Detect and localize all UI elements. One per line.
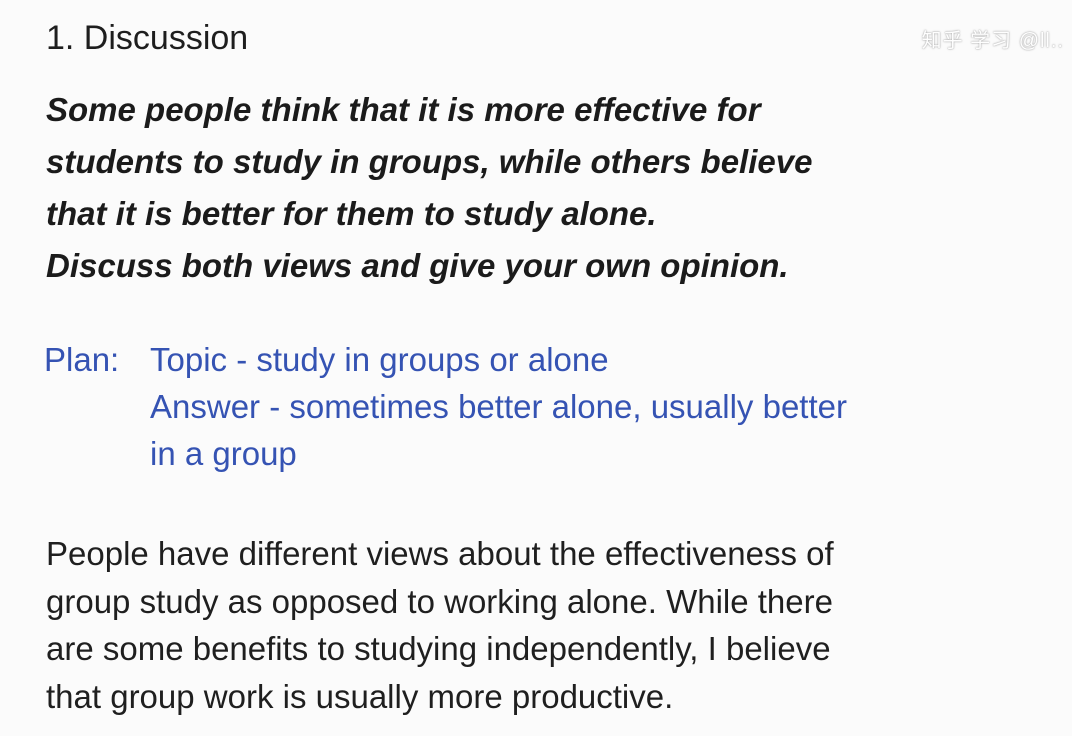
prompt-line: Some people think that it is more effect… bbox=[46, 91, 761, 128]
watermark-logo: 知乎 学习 @ll.. bbox=[921, 30, 1064, 52]
plan-line-topic: Topic - study in groups or alone bbox=[150, 341, 609, 378]
prompt-line: Discuss both views and give your own opi… bbox=[46, 247, 789, 284]
essay-line: group study as opposed to working alone.… bbox=[46, 582, 833, 620]
plan-line-answer: Answer - sometimes better alone, usually… bbox=[150, 388, 847, 425]
essay-prompt: Some people think that it is more effect… bbox=[46, 84, 1036, 292]
essay-line: that group work is usually more producti… bbox=[46, 677, 674, 715]
prompt-line: that it is better for them to study alon… bbox=[46, 195, 657, 232]
plan-line-answer-cont: in a group bbox=[150, 435, 297, 472]
section-heading: 1. Discussion bbox=[46, 19, 249, 57]
essay-line: are some benefits to studying independen… bbox=[46, 630, 831, 667]
plan-body: Topic - study in groups or alone Answer … bbox=[150, 336, 1030, 477]
essay-line: People have different views about the ef… bbox=[46, 535, 834, 572]
essay-introduction: People have different views about the ef… bbox=[46, 530, 1046, 720]
prompt-line: students to study in groups, while other… bbox=[46, 143, 813, 180]
plan-label: Plan: bbox=[44, 341, 120, 378]
